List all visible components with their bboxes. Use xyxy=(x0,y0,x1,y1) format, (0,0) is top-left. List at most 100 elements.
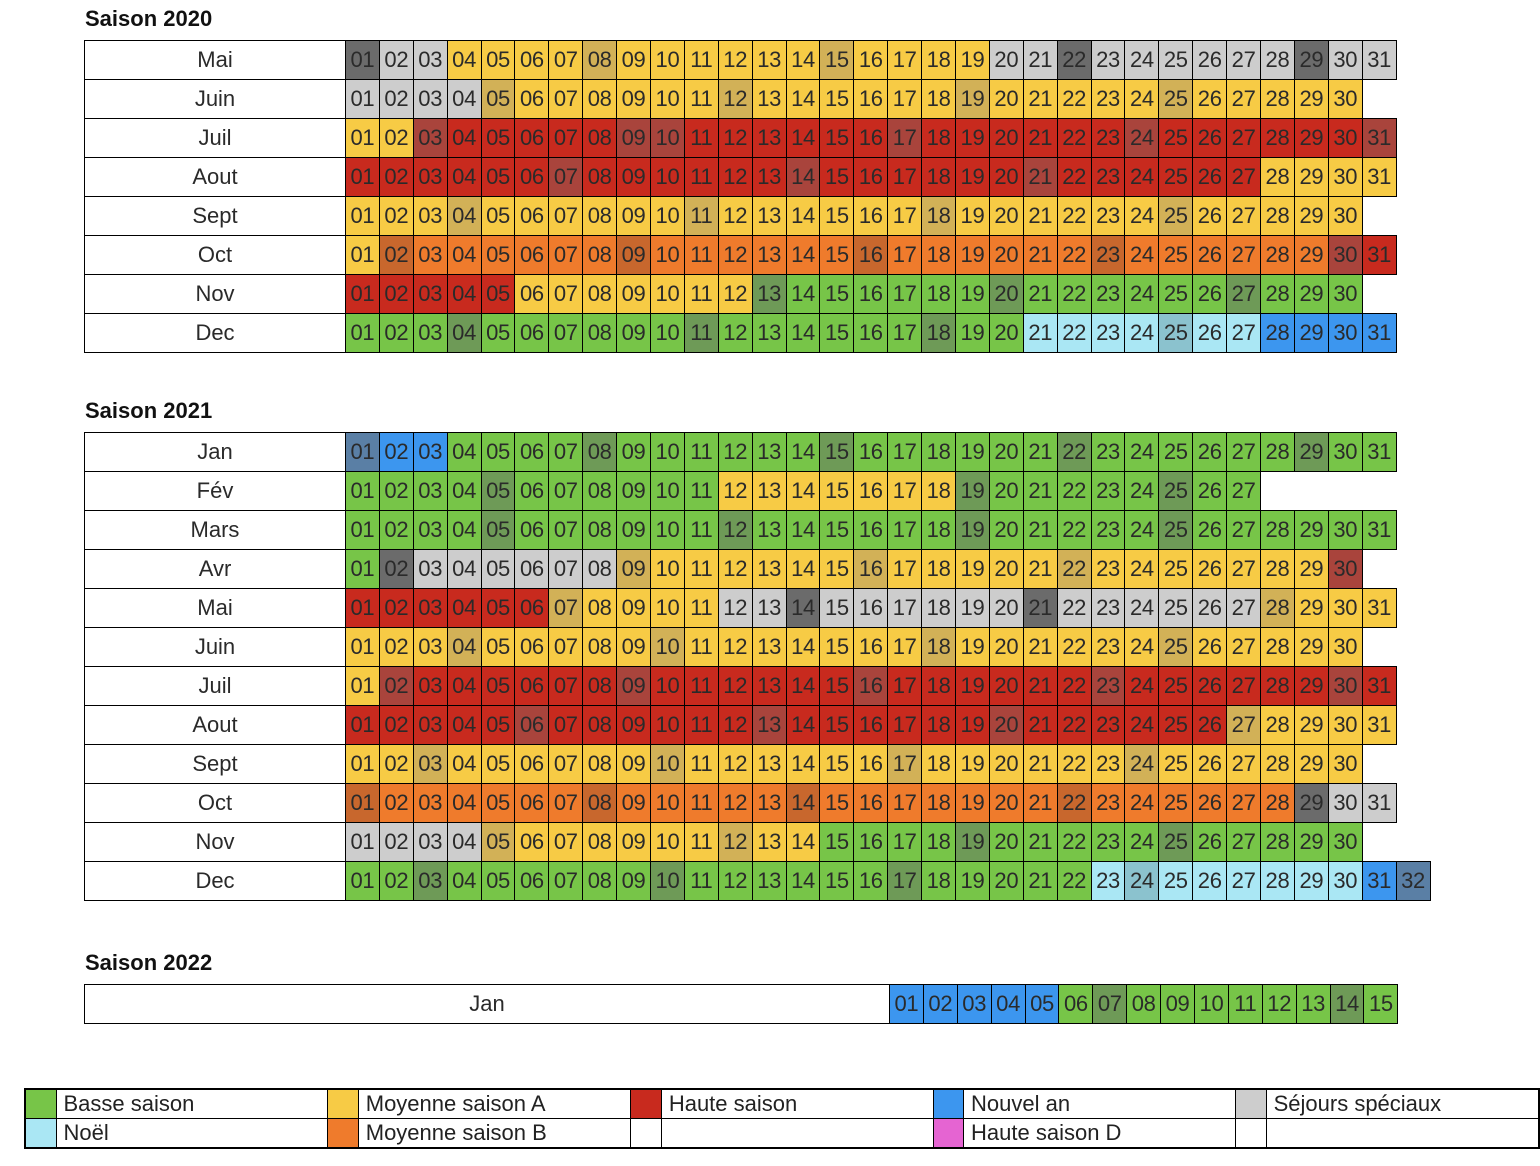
day-cell: 07 xyxy=(548,313,584,353)
day-cell: 21 xyxy=(1022,666,1058,706)
day-cell: 29 xyxy=(1293,432,1329,472)
day-cell: 28 xyxy=(1260,432,1295,472)
day-cell: 11 xyxy=(683,510,719,550)
day-cell: 08 xyxy=(582,666,618,706)
month-row: Juin 01 02 03 04 05 06 07 08 09 10 11 12 13 14 15 16 17 18… xyxy=(84,79,1397,119)
day-cell: 25 xyxy=(1158,40,1194,80)
day-cell: 10 xyxy=(650,79,685,119)
day-cell: 24 xyxy=(1124,666,1160,706)
day-cell: 07 xyxy=(548,432,584,472)
day-cell: 19 xyxy=(955,744,990,784)
day-cell: 17 xyxy=(887,274,923,314)
day-cell: 29 xyxy=(1293,861,1329,901)
day-cell: 28 xyxy=(1260,666,1295,706)
day-cell: 04 xyxy=(446,235,482,275)
day-cell: 02 xyxy=(378,588,414,628)
legend-label: Haute saison D xyxy=(963,1118,1237,1149)
day-cell: 27 xyxy=(1226,235,1262,275)
day-cell: 23 xyxy=(1090,79,1126,119)
day-cell: 27 xyxy=(1226,274,1262,314)
legend-swatch xyxy=(24,1118,57,1149)
day-cell: 04 xyxy=(446,510,482,550)
day-cell: 01 xyxy=(345,549,380,589)
day-cell: 03 xyxy=(412,471,448,511)
day-cell: 28 xyxy=(1260,549,1295,589)
day-cell: 29 xyxy=(1293,118,1329,158)
month-label: Aout xyxy=(84,705,346,745)
day-cell: 06 xyxy=(514,40,550,80)
day-cell: 05 xyxy=(480,627,516,667)
day-cell: 23 xyxy=(1090,861,1126,901)
day-cell: 04 xyxy=(446,274,482,314)
day-cell: 07 xyxy=(548,549,584,589)
day-cell: 07 xyxy=(548,118,584,158)
month-row: Fév 01 02 03 04 05 06 07 08 09 10 11 12 13 14 15 16 17 18 1… xyxy=(84,471,1431,511)
day-cell: 09 xyxy=(1160,984,1196,1024)
day-cell: 24 xyxy=(1124,588,1160,628)
day-cell: 18 xyxy=(921,783,957,823)
day-cell: 20 xyxy=(988,783,1024,823)
day-cell: 11 xyxy=(683,744,719,784)
day-cell: 24 xyxy=(1124,118,1160,158)
day-cell: 25 xyxy=(1158,196,1194,236)
day-cell: 03 xyxy=(412,118,448,158)
day-cell: 28 xyxy=(1260,510,1295,550)
day-cell: 30 xyxy=(1327,549,1363,589)
day-cell: 25 xyxy=(1158,471,1194,511)
day-cell: 15 xyxy=(819,432,855,472)
day-cell: 16 xyxy=(853,118,889,158)
day-cell: 24 xyxy=(1124,861,1160,901)
day-cell: 14 xyxy=(785,627,821,667)
day-cell: 06 xyxy=(514,196,550,236)
day-cell: 20 xyxy=(988,40,1024,80)
day-cell: 22 xyxy=(1056,783,1092,823)
day-cell: 21 xyxy=(1022,744,1058,784)
day-cell: 06 xyxy=(514,471,550,511)
day-cell: 30 xyxy=(1327,157,1363,197)
day-cell: 26 xyxy=(1192,705,1228,745)
day-cell: 22 xyxy=(1056,432,1092,472)
day-cell: 15 xyxy=(819,274,855,314)
day-cell: 17 xyxy=(887,588,923,628)
day-cell: 24 xyxy=(1124,274,1160,314)
day-cell: 09 xyxy=(616,313,652,353)
day-cell: 02 xyxy=(378,510,414,550)
day-cell: 28 xyxy=(1260,744,1295,784)
day-cell: 21 xyxy=(1022,118,1058,158)
day-cell: 09 xyxy=(616,627,652,667)
day-cell: 15 xyxy=(819,588,855,628)
day-cell: 04 xyxy=(446,118,482,158)
day-cell: 26 xyxy=(1192,274,1228,314)
day-cell: 06 xyxy=(514,549,550,589)
month-label: Mai xyxy=(84,40,346,80)
day-cell: 14 xyxy=(1329,984,1365,1024)
day-cell: 27 xyxy=(1226,157,1262,197)
day-cell: 12 xyxy=(717,471,753,511)
month-row: Nov 01 02 03 04 05 06 07 08 09 10 11 12 13 14 15 16 17 18 1… xyxy=(84,274,1397,314)
day-cell: 27 xyxy=(1226,313,1262,353)
day-cell: 14 xyxy=(785,235,821,275)
day-cell: 20 xyxy=(988,79,1024,119)
day-cell: 30 xyxy=(1327,118,1363,158)
day-cell: 07 xyxy=(548,196,584,236)
day-cell: 30 xyxy=(1327,432,1363,472)
day-cell: 03 xyxy=(412,432,448,472)
legend-label xyxy=(660,1118,934,1149)
day-cell: 16 xyxy=(853,783,889,823)
day-cell: 18 xyxy=(921,196,957,236)
day-cell: 25 xyxy=(1158,510,1194,550)
day-cell: 27 xyxy=(1226,705,1262,745)
day-cell: 30 xyxy=(1327,744,1363,784)
day-cell: 08 xyxy=(582,783,618,823)
day-cell: 27 xyxy=(1226,744,1262,784)
day-cell: 11 xyxy=(683,471,719,511)
day-cell: 11 xyxy=(683,627,719,667)
day-cell: 09 xyxy=(616,861,652,901)
legend-label: Séjours spéciaux xyxy=(1265,1088,1540,1119)
empty-cell xyxy=(1362,472,1396,511)
day-cell: 25 xyxy=(1158,235,1194,275)
day-cell: 31 xyxy=(1361,666,1397,706)
day-cell: 09 xyxy=(616,79,652,119)
day-cell: 03 xyxy=(412,157,448,197)
day-cell: 24 xyxy=(1124,157,1160,197)
